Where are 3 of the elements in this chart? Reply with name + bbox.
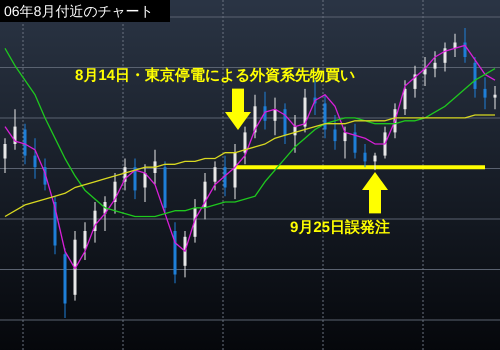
chart-title: 06年8月付近のチャート — [4, 3, 154, 19]
annotation: 9月25日誤発注 — [290, 218, 390, 236]
annotation: 8月14日・東京停電による外資系先物買い — [75, 66, 356, 84]
